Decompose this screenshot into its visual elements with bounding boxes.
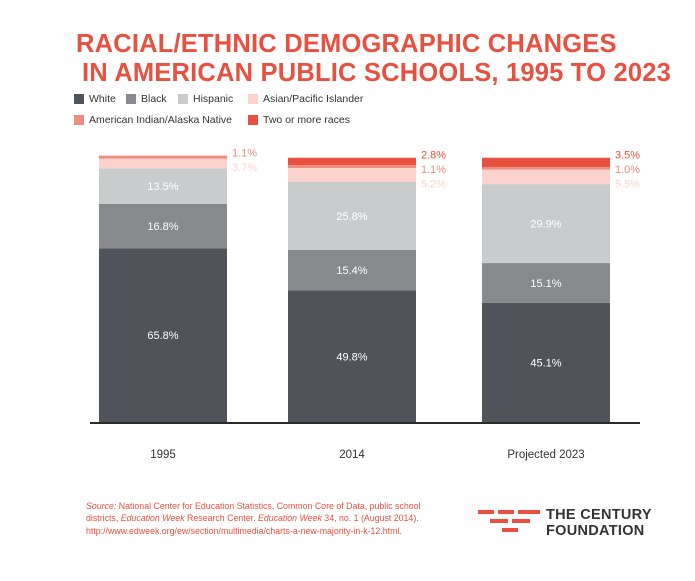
data-label-outside: 2.8% (421, 150, 446, 162)
bar-segment (482, 166, 610, 170)
bar-segment (482, 169, 610, 185)
bar-segment (288, 165, 416, 169)
logo-stripes-icon (478, 510, 540, 532)
category-label: 2014 (339, 449, 365, 461)
legend-swatch (178, 94, 188, 104)
data-label: 49.8% (336, 351, 367, 363)
legend-label: Hispanic (193, 93, 234, 105)
legend-swatch (248, 115, 258, 125)
data-label-outside: 1.0% (615, 164, 640, 176)
data-label: 15.4% (336, 265, 367, 277)
legend-label: Two or more races (263, 114, 350, 126)
logo-line1: THE CENTURY (546, 507, 652, 523)
bar-segment (288, 168, 416, 182)
bar-segment (482, 184, 610, 264)
bar-segment (482, 157, 610, 167)
legend-label: White (89, 93, 116, 105)
bar-segment (99, 158, 227, 169)
data-label-outside: 5.5% (615, 179, 640, 191)
data-label-outside: 1.1% (421, 164, 446, 176)
legend-label: American Indian/Alaska Native (89, 114, 232, 126)
bar-segment (288, 157, 416, 166)
legend-item: Asian/Pacific Islander (248, 93, 363, 105)
legend-label: Asian/Pacific Islander (263, 93, 364, 105)
legend-swatch (126, 94, 136, 104)
logo-line2: FOUNDATION (546, 523, 645, 539)
legend-swatch (248, 94, 258, 104)
data-label: 15.1% (530, 278, 561, 290)
legend-item: Hispanic (178, 93, 233, 105)
bar-segment (482, 263, 610, 303)
legend-item: American Indian/Alaska Native (74, 114, 232, 126)
source-italic-2: Education Week (257, 513, 322, 524)
bar-segment (288, 249, 416, 291)
legend-item: Two or more races (248, 114, 350, 126)
bar-segment (482, 302, 610, 422)
source-text-3: 34, no. 1 (August 2014). http://www.edwe… (86, 513, 419, 536)
chart-title: RACIAL/ETHNIC DEMOGRAPHIC CHANGES IN AME… (76, 30, 676, 88)
bar-segment (99, 155, 227, 159)
category-label: 1995 (150, 449, 176, 461)
source-text-2: Research Center. (184, 513, 258, 524)
legend-label: Black (141, 93, 167, 105)
data-label: 65.8% (147, 330, 178, 342)
category-label: Projected 2023 (507, 449, 584, 461)
bar-segment (288, 290, 416, 422)
data-label: 45.1% (530, 357, 561, 369)
data-label-outside: 5.2% (421, 179, 446, 191)
data-label-outside: 3.5% (615, 150, 640, 162)
legend-item: Black (126, 93, 167, 105)
legend-swatch (74, 115, 84, 125)
data-label: 16.8% (147, 221, 178, 233)
legend-item: White (74, 93, 116, 105)
logo-text: THE CENTURY FOUNDATION (546, 507, 652, 539)
century-foundation-logo: THE CENTURY FOUNDATION (478, 504, 678, 544)
bar-segment (99, 248, 227, 422)
data-label: 25.8% (336, 211, 367, 223)
bar-segment (99, 168, 227, 204)
data-label-outside: 3.7% (232, 162, 257, 174)
data-label-outside: 1.1% (232, 148, 257, 160)
source-note: Source: National Center for Education St… (86, 500, 446, 537)
source-label: Source: (86, 501, 117, 511)
data-label: 29.9% (530, 219, 561, 231)
source-italic-1: Education Week (120, 513, 185, 524)
legend-swatch (74, 94, 84, 104)
bar-segment (288, 181, 416, 250)
bar-segment (99, 203, 227, 249)
chart-title-line1: RACIAL/ETHNIC DEMOGRAPHIC CHANGES (76, 30, 617, 58)
source-text-1: National Center for Education Statistics… (86, 501, 421, 524)
data-label: 13.5% (147, 181, 178, 193)
chart-title-line2: IN AMERICAN PUBLIC SCHOOLS, 1995 TO 2023 (82, 59, 671, 87)
